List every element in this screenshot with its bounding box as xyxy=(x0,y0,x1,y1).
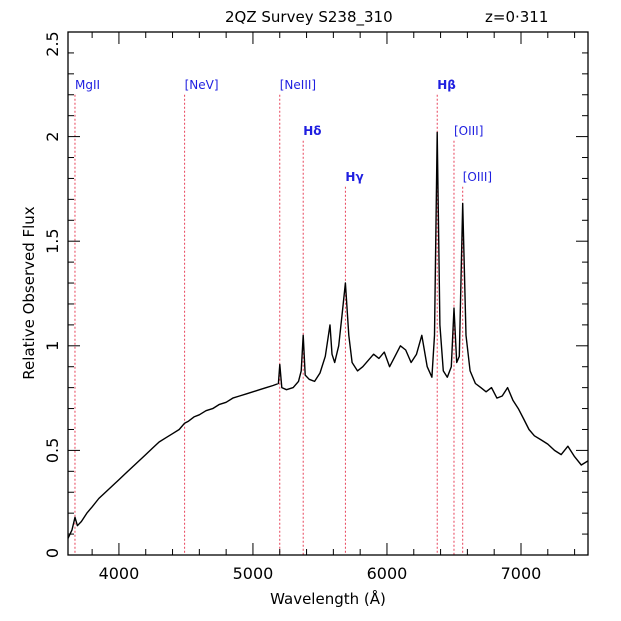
x-tick-label-7000: 7000 xyxy=(501,564,542,583)
emission-label-3: Hδ xyxy=(303,124,321,138)
emission-label-2: [NeIII] xyxy=(280,78,316,92)
x-tick-label-5000: 5000 xyxy=(233,564,274,583)
axis-ticks: 4000 5000 6000 7000 0 0.5 1 1.5 2 2.5 xyxy=(43,31,588,583)
y-tick-label-0: 0 xyxy=(43,548,62,558)
emission-label-6: [OIII] xyxy=(454,124,483,138)
chart-title: 2QZ Survey S238_310 xyxy=(225,8,393,27)
spectrum-series xyxy=(67,131,589,539)
y-tick-label-3: 1.5 xyxy=(43,228,62,253)
x-axis-label: Wavelength (Å) xyxy=(270,589,386,608)
emission-line-labels: MgII [NeV] [NeIII] Hδ Hγ Hβ [OIII] [OIII] xyxy=(75,78,492,184)
y-tick-label-2: 1 xyxy=(43,341,62,351)
x-tick-label-6000: 6000 xyxy=(367,564,408,583)
redshift-label: z=0·311 xyxy=(485,8,548,26)
spectrum-line-0 xyxy=(67,131,589,539)
y-tick-label-5: 2.5 xyxy=(43,31,62,56)
emission-label-1: [NeV] xyxy=(185,78,219,92)
emission-label-7: [OIII] xyxy=(463,170,492,184)
y-axis-label: Relative Observed Flux xyxy=(20,206,38,379)
emission-label-0: MgII xyxy=(75,78,100,92)
emission-label-5: Hβ xyxy=(437,78,456,92)
x-tick-label-4000: 4000 xyxy=(99,564,140,583)
y-tick-label-1: 0.5 xyxy=(43,438,62,463)
emission-label-4: Hγ xyxy=(345,170,363,184)
plot-frame xyxy=(67,31,589,556)
y-tick-label-4: 2 xyxy=(43,132,62,142)
emission-line-markers xyxy=(74,94,464,555)
